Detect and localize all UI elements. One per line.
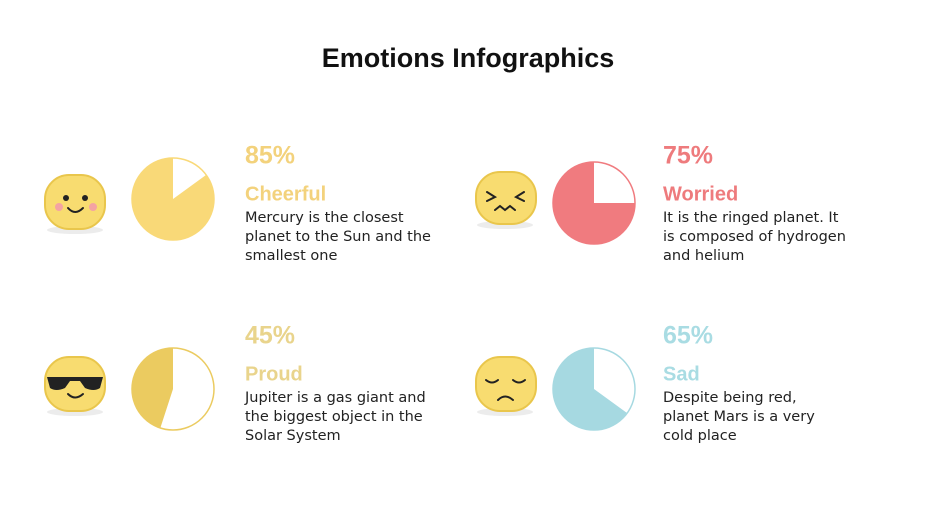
- category-label: Cheerful: [245, 183, 326, 205]
- pie-slice: [132, 348, 173, 428]
- description: cold place: [663, 428, 737, 444]
- value-label: 45%: [245, 322, 295, 350]
- pie-slice: [553, 162, 635, 244]
- description: and helium: [663, 248, 744, 264]
- pie-slice: [132, 158, 214, 240]
- description: is composed of hydrogen: [663, 229, 846, 245]
- description: Jupiter is a gas giant and: [244, 390, 426, 406]
- value-label: 65%: [663, 322, 713, 350]
- description: planet to the Sun and the: [245, 229, 431, 245]
- face-cheerful: [44, 174, 106, 234]
- title: Emotions Infographics: [322, 43, 615, 73]
- description: planet Mars is a very: [663, 409, 815, 425]
- value-label: 85%: [245, 142, 295, 170]
- description: the biggest object in the: [245, 409, 423, 425]
- category-label: Worried: [663, 183, 738, 205]
- pie-slice: [552, 348, 628, 430]
- description: Mercury is the closest: [245, 210, 404, 226]
- description: Despite being red,: [663, 390, 797, 406]
- description: smallest one: [245, 248, 337, 264]
- description: It is the ringed planet. It: [663, 210, 839, 226]
- face-sad: [475, 356, 537, 416]
- value-label: 75%: [663, 142, 713, 170]
- category-label: Proud: [245, 363, 303, 385]
- face-worried: [475, 171, 537, 229]
- face-proud: [44, 356, 106, 416]
- category-label: Sad: [663, 363, 700, 385]
- description: Solar System: [245, 428, 341, 444]
